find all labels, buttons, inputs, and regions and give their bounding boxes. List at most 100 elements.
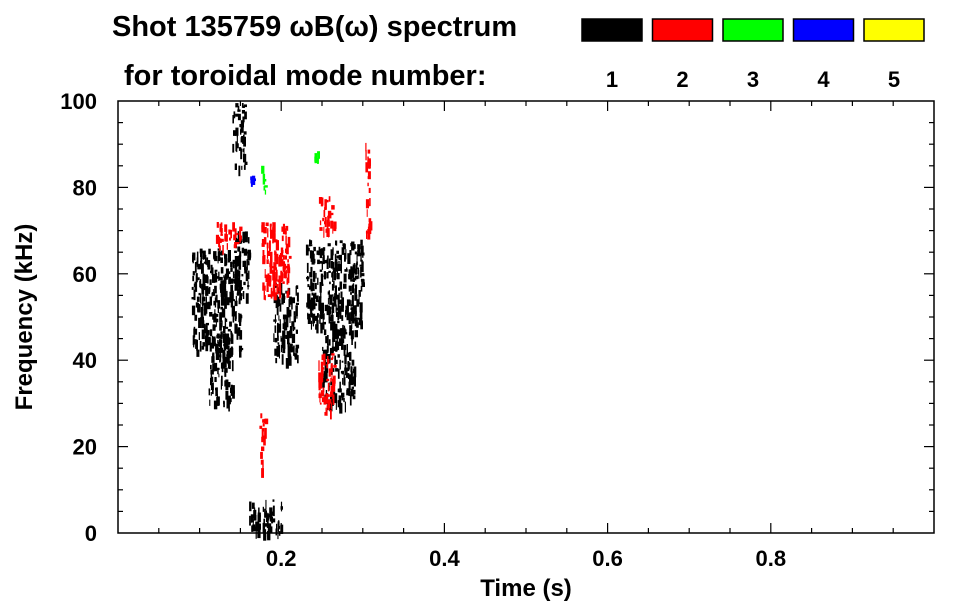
spectral-streak xyxy=(322,318,324,323)
spectral-streak xyxy=(203,328,207,332)
spectral-streak xyxy=(336,250,339,254)
spectral-streak xyxy=(280,273,282,283)
spectral-streak xyxy=(251,502,255,509)
spectral-streak xyxy=(339,403,343,414)
region-mode-1-6 xyxy=(273,282,300,369)
spectral-streak xyxy=(327,382,330,392)
spectral-streak xyxy=(341,339,344,350)
spectral-streak xyxy=(212,363,215,372)
spectral-streak xyxy=(349,250,352,256)
spectral-streak xyxy=(346,373,350,378)
spectral-streak xyxy=(213,315,217,323)
spectral-streak xyxy=(323,380,326,383)
spectral-streak xyxy=(238,255,241,264)
spectral-streak xyxy=(353,389,356,395)
spectral-streak xyxy=(344,269,348,272)
spectral-streak xyxy=(295,285,299,289)
chart-subtitle: for toroidal mode number: xyxy=(124,60,487,92)
spectral-streak xyxy=(201,320,205,329)
spectral-streak xyxy=(241,136,245,141)
spectral-streak xyxy=(319,269,323,272)
spectral-streak xyxy=(358,290,361,297)
spectral-streak xyxy=(215,322,217,327)
spectral-streak xyxy=(242,140,244,144)
spectral-streak xyxy=(335,342,338,352)
spectral-streak xyxy=(329,214,332,219)
spectral-streak xyxy=(226,347,228,350)
spectral-streak xyxy=(192,335,195,346)
spectral-streak xyxy=(359,302,363,313)
spectral-streak xyxy=(223,361,225,366)
spectral-streak xyxy=(345,305,349,315)
region-mode-1-1 xyxy=(208,334,235,412)
spectral-streak xyxy=(282,281,285,284)
spectral-streak xyxy=(265,510,267,514)
spectral-streak xyxy=(236,242,240,245)
spectral-streak xyxy=(261,446,265,452)
spectral-streak xyxy=(213,300,217,306)
spectral-streak xyxy=(225,379,229,390)
spectral-streak xyxy=(279,303,282,312)
spectral-streak xyxy=(224,256,227,267)
spectral-streak xyxy=(282,314,287,320)
spectral-streak xyxy=(277,323,282,333)
region-mode-2-8 xyxy=(215,222,243,255)
spectral-streak xyxy=(295,305,298,317)
spectral-streak xyxy=(206,257,209,266)
spectral-streak xyxy=(351,295,354,306)
spectral-streak xyxy=(319,220,322,226)
spectral-streak xyxy=(324,221,327,225)
spectral-streak xyxy=(219,276,223,281)
spectral-streak xyxy=(283,322,288,331)
spectral-streak xyxy=(223,343,227,347)
spectral-streak xyxy=(320,322,323,334)
spectral-streak xyxy=(323,226,325,238)
spectral-streak xyxy=(264,269,266,276)
spectral-streak xyxy=(349,395,352,406)
spectral-streak xyxy=(339,359,341,370)
spectral-streak xyxy=(263,227,267,234)
spectral-streak xyxy=(353,375,356,387)
spectral-streak xyxy=(223,352,226,361)
spectral-streak xyxy=(234,250,237,253)
spectral-streak xyxy=(261,428,264,439)
spectral-streak xyxy=(239,124,241,128)
spectral-streak xyxy=(310,303,313,313)
spectral-streak xyxy=(289,326,293,336)
spectral-streak xyxy=(203,309,207,316)
spectral-streak xyxy=(216,222,219,228)
spectral-streak xyxy=(355,317,360,320)
spectral-streak xyxy=(232,115,234,124)
spectral-streak xyxy=(287,259,289,263)
spectral-streak xyxy=(230,278,233,284)
spectral-streak xyxy=(320,372,324,382)
spectral-streak xyxy=(317,158,319,164)
spectral-streak xyxy=(274,314,276,324)
spectral-streak xyxy=(332,294,334,297)
spectral-streak xyxy=(281,345,282,353)
spectral-streak xyxy=(244,111,247,120)
spectral-streak xyxy=(250,514,254,523)
spectral-streak xyxy=(281,354,284,365)
spectral-streak xyxy=(340,371,344,374)
spectral-streak xyxy=(243,131,247,135)
spectral-streak xyxy=(193,283,197,288)
spectral-streak xyxy=(321,197,324,206)
spectral-streak xyxy=(278,280,282,292)
spectral-streak xyxy=(349,376,353,386)
spectral-streak xyxy=(322,322,325,330)
spectral-streak xyxy=(244,266,248,274)
spectral-streak xyxy=(209,312,213,317)
region-mode-3-14 xyxy=(261,165,268,195)
spectral-streak xyxy=(290,298,292,304)
spectral-streak xyxy=(282,338,285,341)
spectral-streak xyxy=(288,288,290,298)
spectral-streak xyxy=(219,322,222,331)
spectral-streak xyxy=(322,257,324,261)
spectral-streak xyxy=(307,312,309,316)
spectral-streak xyxy=(278,299,281,306)
spectral-streak xyxy=(319,282,322,293)
spectral-streak xyxy=(292,324,295,332)
spectral-streak xyxy=(197,263,201,270)
spectral-streak xyxy=(215,388,217,391)
